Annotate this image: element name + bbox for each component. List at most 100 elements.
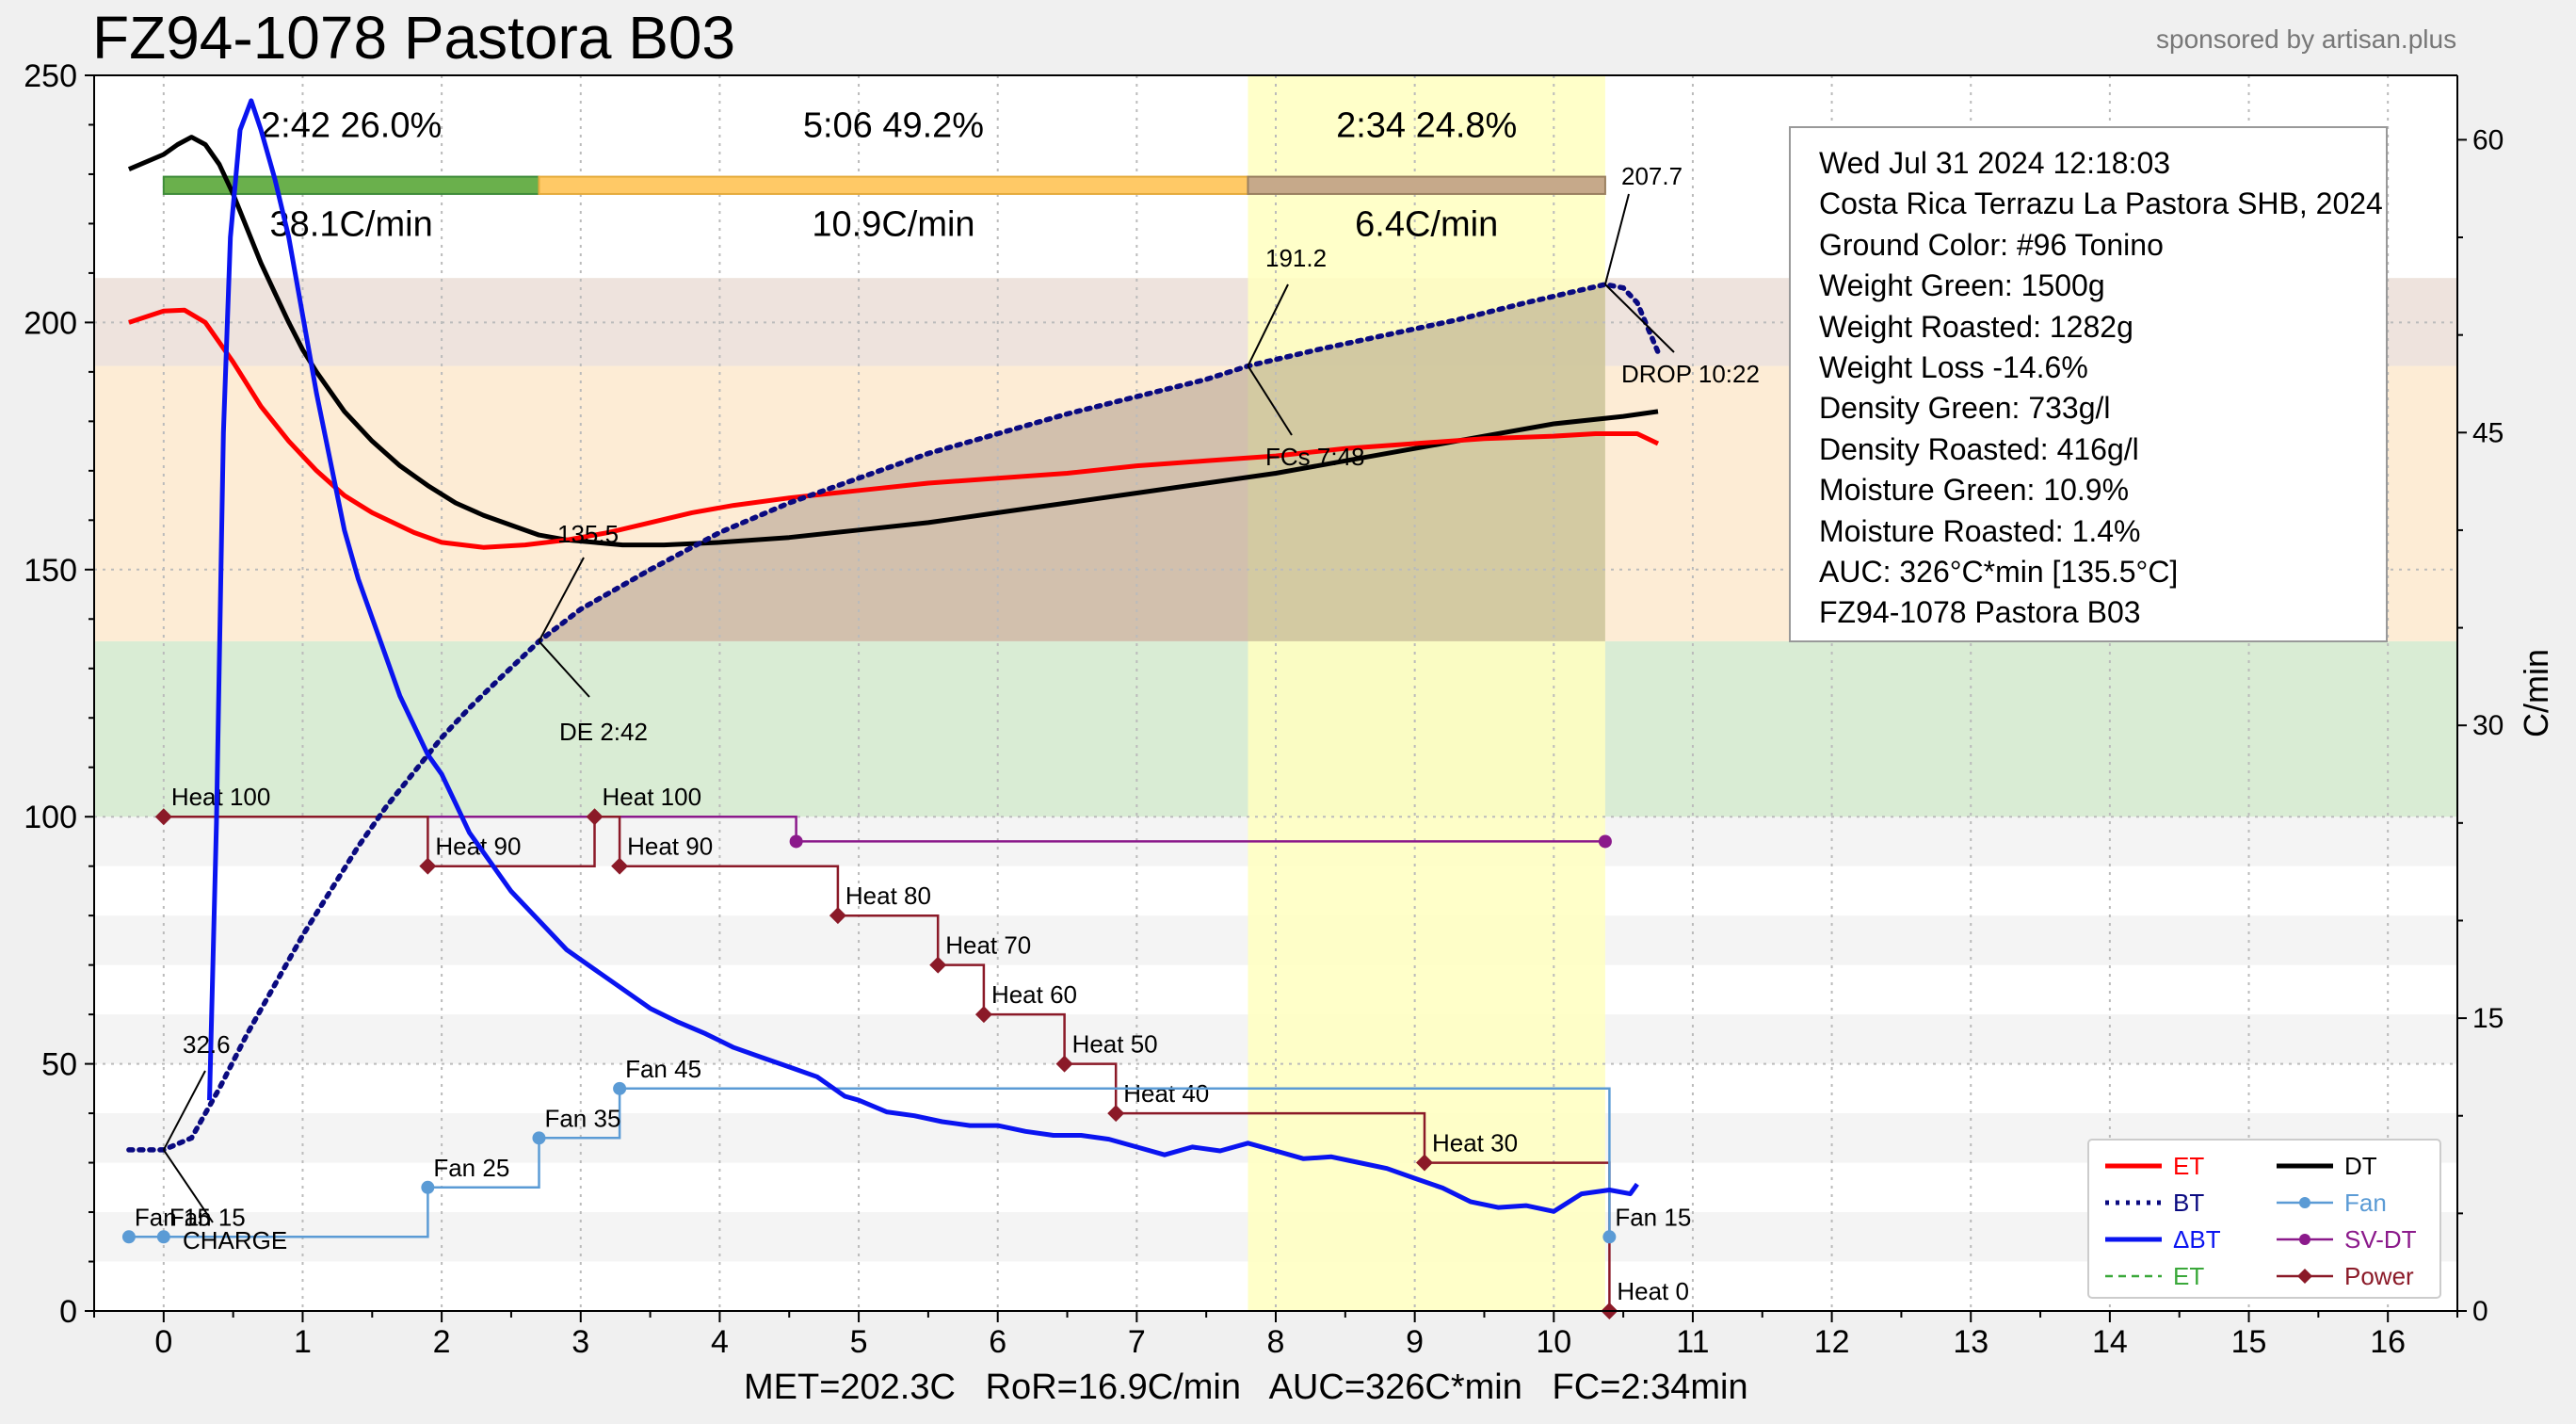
x-tick-label: 13: [1953, 1324, 1988, 1360]
fan-label: Fan 45: [625, 1055, 701, 1083]
annotation-label: DE 2:42: [559, 718, 648, 746]
legend-marker: [2297, 1269, 2312, 1284]
power-label: Heat 60: [991, 980, 1077, 1009]
y-tick-label: 200: [24, 305, 77, 341]
y2-tick-label: 45: [2472, 417, 2504, 448]
info-line: Moisture Green: 10.9%: [1819, 473, 2130, 508]
power-marker: [1415, 1154, 1433, 1172]
y2-tick-label: 30: [2472, 710, 2504, 741]
info-line: Wed Jul 31 2024 12:18:03: [1819, 146, 2171, 180]
x-tick-label: 16: [2370, 1324, 2406, 1360]
et-line: [128, 307, 1660, 550]
x-tick-label: 5: [850, 1324, 868, 1360]
delta-bt-line: [207, 98, 1639, 1214]
power-label: Heat 70: [945, 931, 1031, 960]
info-line: Costa Rica Terrazu La Pastora SHB, 2024: [1819, 186, 2383, 221]
legend-label-bt: BT: [2173, 1189, 2204, 1217]
legend-marker: [2299, 1197, 2310, 1208]
legend-box: [2087, 1139, 2441, 1299]
fan-label: Fan 35: [544, 1104, 620, 1132]
phase-bar-1: [538, 175, 1249, 195]
y-tick-label: 150: [24, 553, 77, 589]
annotation-label: 207.7: [1621, 162, 1682, 190]
legend-marker: [2299, 1234, 2310, 1245]
y2-tick-label: 0: [2472, 1296, 2488, 1327]
y2-axis-label: C/min: [2517, 649, 2555, 737]
footer-stats: MET=202.3C RoR=16.9C/min AUC=326C*min FC…: [744, 1367, 1748, 1407]
annotation-pointer: [538, 640, 590, 698]
power-label: Heat 0: [1617, 1277, 1689, 1305]
x-tick-label: 2: [433, 1324, 451, 1360]
legend-label-etdash: ET: [2173, 1262, 2204, 1290]
power-label: Heat 90: [627, 833, 713, 861]
annotation-pointer: [162, 1149, 214, 1223]
development-zone: [1248, 75, 1605, 1311]
bt-line: [126, 282, 1661, 1153]
power-marker: [974, 1006, 992, 1024]
y2-tick-label: 60: [2472, 124, 2504, 155]
info-line: Moisture Roasted: 1.4%: [1819, 513, 2141, 548]
x-tick-label: 11: [1676, 1324, 1709, 1360]
annotation-pointer: [1247, 365, 1293, 436]
y2-tick-label: 15: [2472, 1003, 2504, 1034]
y-tick-label: 250: [24, 58, 77, 94]
info-line: Density Green: 733g/l: [1819, 391, 2111, 426]
power-label: Heat 80: [845, 882, 931, 910]
annotation-label: CHARGE: [183, 1226, 287, 1254]
power-marker: [154, 808, 172, 826]
power-marker: [929, 956, 947, 974]
info-line: Weight Green: 1500g: [1819, 268, 2105, 303]
annotation-label: 32.6: [183, 1030, 231, 1059]
info-line: Ground Color: #96 Tonino: [1819, 227, 2164, 262]
x-tick-label: 10: [1536, 1324, 1571, 1360]
roast-info-box: Wed Jul 31 2024 12:18:03 Costa Rica Terr…: [1789, 126, 2388, 642]
phase-time-label: 2:34 24.8%: [1336, 106, 1517, 146]
x-tick-label: 3: [572, 1324, 589, 1360]
x-tick-label: 8: [1267, 1324, 1285, 1360]
fan-label: Fan 15: [135, 1203, 211, 1231]
phase-ror-label: 10.9C/min: [812, 205, 974, 245]
x-tick-label: 15: [2231, 1324, 2267, 1360]
power-marker: [419, 857, 437, 875]
power-marker: [586, 808, 604, 826]
info-line: Weight Roasted: 1282g: [1819, 309, 2133, 344]
x-tick-label: 6: [989, 1324, 1006, 1360]
x-tick-label: 7: [1128, 1324, 1146, 1360]
phase-time-label: 2:42 26.0%: [261, 106, 442, 146]
info-line: FZ94-1078 Pastora B03: [1819, 595, 2141, 630]
legend-label-fan: Fan: [2344, 1189, 2387, 1217]
annotation-pointer: [1604, 283, 1675, 353]
svdt-marker: [789, 834, 803, 849]
fan-line: [128, 1087, 1611, 1238]
x-tick-label: 9: [1406, 1324, 1424, 1360]
info-line: Density Roasted: 416g/l: [1819, 431, 2139, 466]
fan-marker: [1602, 1230, 1617, 1244]
legend-label-dbt: ΔBT: [2173, 1225, 2221, 1254]
power-label: Heat 30: [1432, 1129, 1518, 1157]
svdt-marker: [1598, 834, 1612, 849]
fan-marker: [532, 1131, 546, 1145]
annotation-pointer: [538, 557, 585, 642]
x-tick-label: 0: [154, 1324, 172, 1360]
fan-marker: [156, 1230, 170, 1244]
x-tick-label: 12: [1814, 1324, 1850, 1360]
sponsor-label: sponsored by artisan.plus: [2156, 24, 2457, 54]
legend-label-power: Power: [2344, 1262, 2414, 1290]
phase-bar-0: [162, 175, 540, 195]
auc-area: [539, 284, 1605, 641]
fan-marker: [421, 1180, 435, 1194]
fan-label: Fan 15: [1615, 1203, 1691, 1231]
x-tick-label: 4: [711, 1324, 729, 1360]
annotation-pointer: [1603, 193, 1630, 285]
svdt-line: [163, 815, 1605, 843]
power-label: Heat 100: [603, 783, 702, 811]
fan-marker: [121, 1230, 136, 1244]
phase-ror-label: 6.4C/min: [1355, 205, 1498, 245]
annotation-label: DROP 10:22: [1621, 360, 1760, 388]
x-tick-label: 1: [294, 1324, 312, 1360]
annotation-label: 191.2: [1265, 244, 1327, 272]
fan-label: Fan 25: [433, 1154, 509, 1182]
power-marker: [611, 857, 629, 875]
y-tick-label: 50: [41, 1047, 77, 1083]
power-label: Heat 50: [1072, 1030, 1158, 1059]
